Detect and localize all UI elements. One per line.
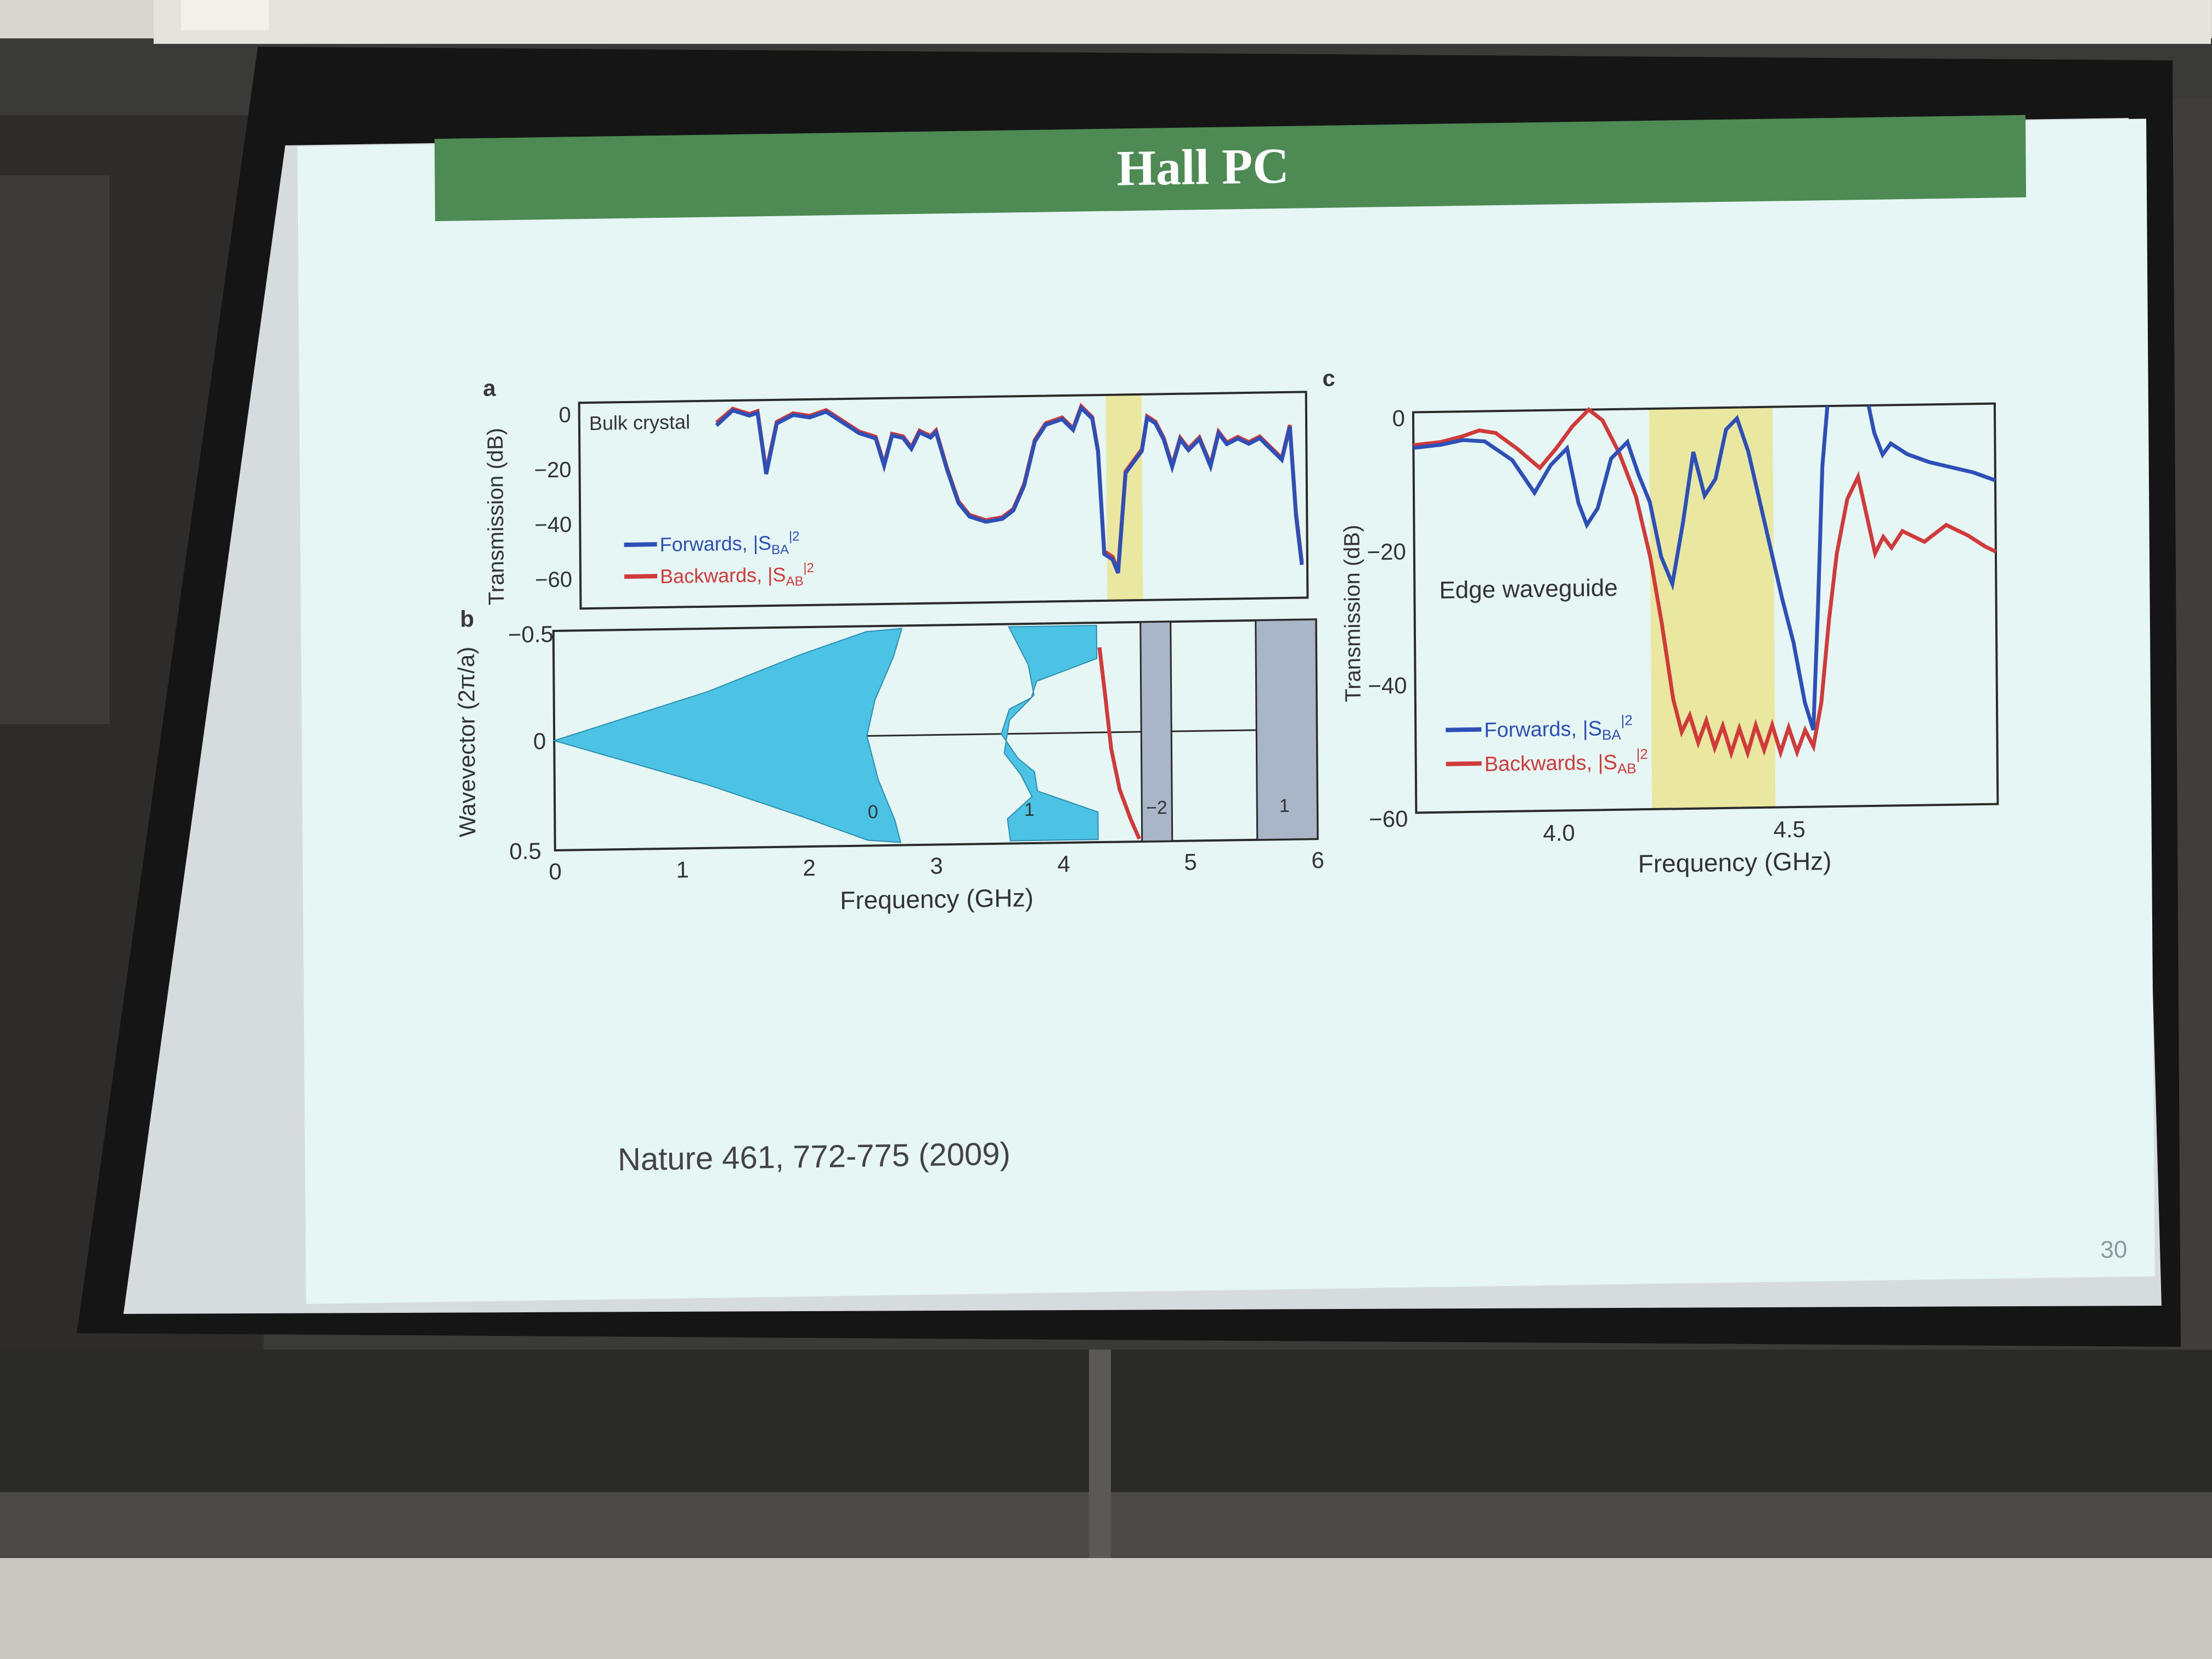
panel-a-legend-backward-swatch bbox=[624, 574, 658, 579]
panel-c-ytick-0: 0 bbox=[1392, 405, 1405, 431]
panel-b-xtick-1: 1 bbox=[676, 856, 689, 882]
panel-c-highlight-band bbox=[1649, 407, 1776, 809]
panel-c-axes bbox=[1412, 402, 1999, 814]
slide-background bbox=[297, 119, 2155, 1304]
board-divider bbox=[1089, 1350, 1111, 1558]
panel-c: c Edge waveguide Transmission (dB) 0 −20… bbox=[1322, 365, 1999, 878]
panel-b-letter: b bbox=[460, 606, 474, 631]
panel-b-ylabel: Wavevector (2π/a) bbox=[453, 646, 481, 837]
panel-a-ytick-3: −60 bbox=[535, 567, 572, 592]
panel-c-xtick-0: 4.0 bbox=[1543, 820, 1575, 846]
panel-a-annotation: Bulk crystal bbox=[589, 410, 690, 435]
panel-c-legend-forward: Forwards, |SBA|2 bbox=[1484, 712, 1633, 745]
panel-a-legend-forward-swatch bbox=[624, 542, 657, 548]
panel-b-gray-band-left bbox=[1139, 620, 1173, 843]
panel-c-ytick-2: −40 bbox=[1368, 673, 1407, 699]
panel-b-gray-band-right bbox=[1255, 618, 1319, 841]
panel-a: a Transmission (dB) 0 −20 −40 −60 Bulk c… bbox=[483, 375, 1309, 610]
panel-a-legend-forward: Forwards, |SBA|2 bbox=[659, 529, 799, 559]
panel-a-legend-backward: Backwards, |SAB|2 bbox=[660, 561, 814, 591]
slide-title-bar bbox=[434, 115, 2027, 222]
panel-b-xtick-5: 5 bbox=[1184, 849, 1197, 874]
panel-a-forward-trace bbox=[715, 404, 1304, 574]
panel-b-xtick-2: 2 bbox=[803, 855, 816, 881]
panel-b-ytick-2: 0.5 bbox=[509, 838, 541, 864]
floor-area bbox=[0, 1558, 2212, 1659]
panel-c-forward-trace bbox=[1413, 405, 1996, 731]
panel-a-ytick-2: −40 bbox=[534, 512, 572, 537]
wall-panel-left-light bbox=[0, 176, 110, 724]
panel-b-band-label-1: 1 bbox=[1024, 799, 1035, 820]
projector-casing bbox=[154, 0, 2211, 44]
panel-a-ylabel: Transmission (dB) bbox=[483, 428, 509, 606]
panel-b-band-1 bbox=[1001, 625, 1099, 842]
panel-a-ytick-0: 0 bbox=[558, 403, 571, 427]
slide: Hall PC a Transmission (dB) 0 −20 −40 −6… bbox=[297, 115, 2155, 1304]
panel-c-annotation: Edge waveguide bbox=[1439, 574, 1618, 604]
panel-c-backward-trace bbox=[1413, 407, 1997, 760]
panel-b-xtick-6: 6 bbox=[1311, 847, 1324, 873]
panel-b-xtick-3: 3 bbox=[930, 853, 943, 878]
page-number: 30 bbox=[2100, 1236, 2127, 1263]
panel-c-xlabel: Frequency (GHz) bbox=[1638, 847, 1832, 878]
panel-b-xlabel: Frequency (GHz) bbox=[840, 883, 1034, 915]
slide-title: Hall PC bbox=[1116, 138, 1289, 196]
panel-c-ytick-1: −20 bbox=[1367, 539, 1406, 565]
panel-b: b 0 1 −2 1 Wavevector (2π/a) −0.5 0 0.5 … bbox=[453, 606, 1324, 915]
panel-c-ylabel: Transmission (dB) bbox=[1340, 524, 1365, 702]
projector-label bbox=[181, 0, 269, 30]
panel-b-band-label-3: 1 bbox=[1279, 795, 1290, 816]
citation: Nature 461, 772-775 (2009) bbox=[618, 1136, 1011, 1178]
panel-b-band-0 bbox=[552, 628, 903, 843]
panel-b-band-label-2: −2 bbox=[1146, 797, 1167, 819]
panel-b-ytick-1: 0 bbox=[533, 728, 546, 754]
panel-c-letter: c bbox=[1322, 365, 1335, 391]
panel-b-xtick-0: 0 bbox=[549, 859, 562, 884]
panel-c-legend-backward: Backwards, |SAB|2 bbox=[1485, 746, 1648, 778]
panel-b-edge-state bbox=[1097, 647, 1141, 840]
panel-c-ytick-3: −60 bbox=[1369, 806, 1408, 832]
panel-a-ytick-1: −20 bbox=[534, 458, 572, 482]
panel-a-axes bbox=[578, 391, 1309, 610]
panel-b-ytick-0: −0.5 bbox=[508, 621, 554, 647]
panel-a-letter: a bbox=[483, 375, 496, 401]
panel-b-xtick-4: 4 bbox=[1057, 851, 1070, 877]
panel-c-xtick-1: 4.5 bbox=[1773, 816, 1805, 843]
panel-b-band-label-0: 0 bbox=[868, 802, 878, 822]
